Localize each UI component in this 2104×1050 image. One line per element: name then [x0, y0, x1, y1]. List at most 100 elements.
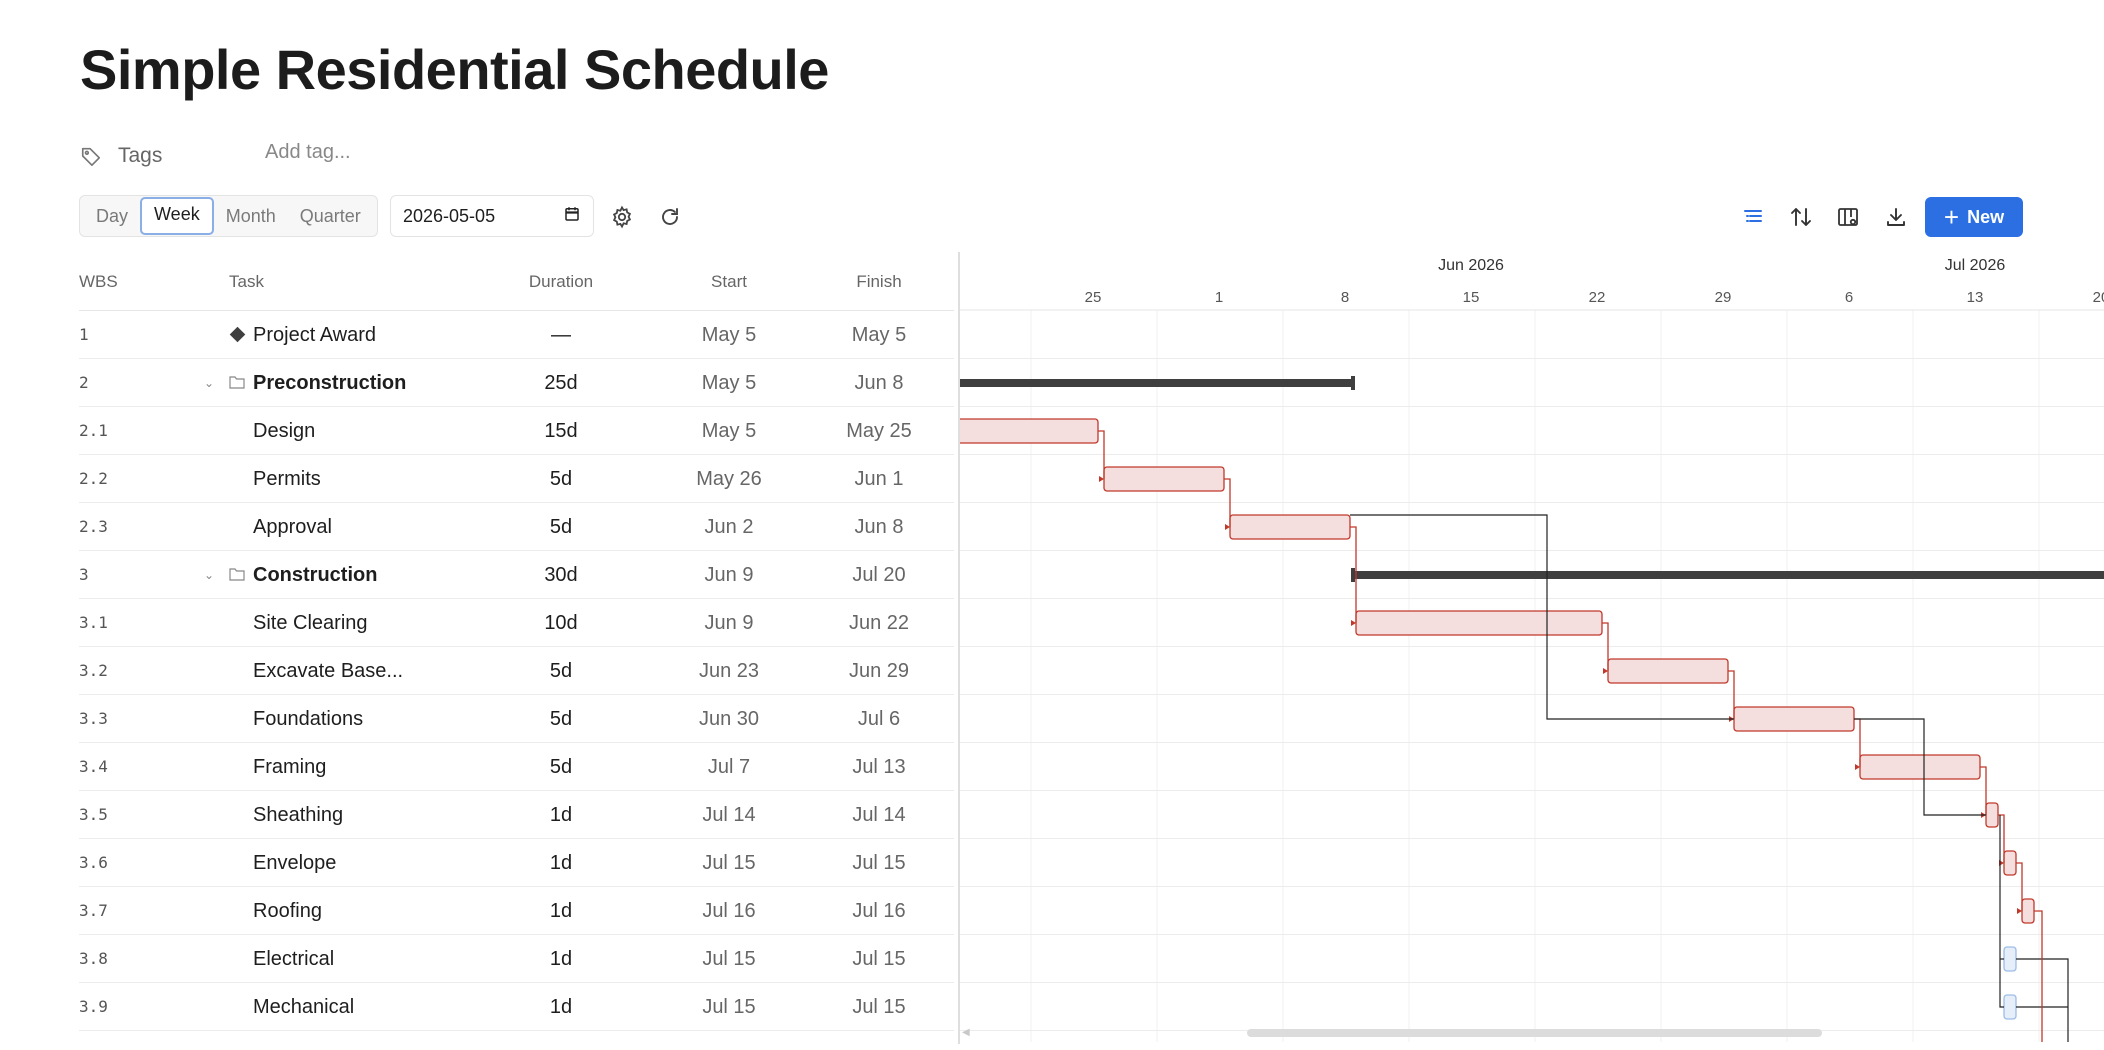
- refresh-icon[interactable]: [655, 202, 685, 232]
- duration-cell: 5d: [549, 756, 573, 778]
- table-row[interactable]: 3.7 Roofing 1d Jul 16 Jul 16: [79, 887, 954, 935]
- milestone-icon: [229, 326, 246, 343]
- duration-cell: 1d: [549, 900, 573, 922]
- task-bar: [960, 418, 1099, 444]
- table-row[interactable]: 3.5 Sheathing 1d Jul 14 Jul 14: [79, 791, 954, 839]
- date-input[interactable]: 2026-05-05: [390, 195, 594, 237]
- task-name-cell[interactable]: Excavate Base...: [253, 660, 404, 682]
- view-quarter-button[interactable]: Quarter: [299, 206, 361, 226]
- duration-cell: 5d: [549, 708, 573, 730]
- finish-cell: May 25: [846, 420, 912, 442]
- month-label: Jul 2026: [1945, 257, 2006, 274]
- task-name-cell[interactable]: Framing: [253, 756, 327, 778]
- wbs-cell: 1: [79, 325, 89, 344]
- finish-cell: Jul 15: [852, 948, 906, 970]
- duration-cell: 1d: [549, 996, 573, 1018]
- view-day-button[interactable]: Day: [96, 206, 129, 226]
- chevron-down-icon[interactable]: ⌄: [203, 568, 215, 582]
- duration-cell: 15d: [544, 420, 578, 442]
- finish-cell: Jul 14: [852, 804, 906, 826]
- dependency-link: [1854, 718, 1986, 816]
- table-row[interactable]: 3 ⌄ Construction 30d Jun 9 Jul 20: [79, 551, 954, 599]
- table-row[interactable]: 3.1 Site Clearing 10d Jun 9 Jun 22: [79, 599, 954, 647]
- pane-divider[interactable]: [958, 252, 960, 1044]
- new-button[interactable]: + New: [1925, 197, 2023, 237]
- columns-settings-icon[interactable]: [1833, 202, 1863, 232]
- task-name-cell[interactable]: Envelope: [253, 852, 337, 874]
- dependency-arrow-icon: [1855, 764, 1860, 770]
- task-name-cell[interactable]: Project Award: [253, 324, 377, 346]
- wbs-cell: 3: [79, 565, 89, 584]
- plus-icon: +: [1943, 202, 1960, 232]
- start-cell: May 5: [701, 372, 757, 394]
- task-name-cell[interactable]: Electrical: [253, 948, 335, 970]
- duration-cell: 5d: [549, 660, 573, 682]
- task-bar: [1103, 466, 1225, 492]
- summary-bar: [1353, 571, 2104, 579]
- dependency-link: [2016, 862, 2023, 911]
- finish-cell: May 5: [851, 324, 907, 346]
- column-header-wbs[interactable]: WBS: [79, 272, 118, 291]
- scroll-left-arrow-icon[interactable]: ◀: [962, 1027, 970, 1038]
- dependency-arrow-icon: [2017, 908, 2022, 914]
- dependency-link: [1999, 815, 2004, 1008]
- table-row[interactable]: 2.1 Design 15d May 5 May 25: [79, 407, 954, 455]
- settings-icon[interactable]: [607, 202, 637, 232]
- table-row[interactable]: 3.3 Foundations 5d Jun 30 Jul 6: [79, 695, 954, 743]
- list-view-icon[interactable]: [1738, 202, 1768, 232]
- table-row[interactable]: 3.6 Envelope 1d Jul 15 Jul 15: [79, 839, 954, 887]
- calendar-icon[interactable]: [563, 205, 581, 228]
- horizontal-scrollbar[interactable]: [1247, 1029, 1822, 1037]
- task-name-cell[interactable]: Preconstruction: [253, 372, 407, 394]
- column-header-start[interactable]: Start: [711, 272, 747, 291]
- task-name-cell[interactable]: Foundations: [253, 708, 364, 730]
- table-row[interactable]: 3.2 Excavate Base... 5d Jun 23 Jun 29: [79, 647, 954, 695]
- duration-cell: —: [551, 324, 571, 346]
- add-tag-input[interactable]: Add tag...: [265, 141, 351, 163]
- view-week-button[interactable]: Week: [140, 197, 214, 235]
- wbs-cell: 3.5: [79, 805, 108, 824]
- table-row[interactable]: 3.8 Electrical 1d Jul 15 Jul 15: [79, 935, 954, 983]
- task-bar: [1985, 802, 1999, 828]
- wbs-cell: 3.2: [79, 661, 108, 680]
- table-row[interactable]: 2.2 Permits 5d May 26 Jun 1: [79, 455, 954, 503]
- column-header-finish[interactable]: Finish: [856, 272, 902, 291]
- table-row[interactable]: 1 Project Award — May 5 May 5: [79, 311, 954, 359]
- task-bar: [1355, 610, 1603, 636]
- table-row[interactable]: 3.4 Framing 5d Jul 7 Jul 13: [79, 743, 954, 791]
- task-name-cell[interactable]: Site Clearing: [253, 612, 368, 634]
- task-name-cell[interactable]: Approval: [253, 516, 332, 538]
- wbs-cell: 3.3: [79, 709, 108, 728]
- wbs-cell: 3.6: [79, 853, 108, 872]
- download-icon[interactable]: [1881, 202, 1911, 232]
- task-name-cell[interactable]: Permits: [253, 468, 321, 490]
- table-row[interactable]: 2.3 Approval 5d Jun 2 Jun 8: [79, 503, 954, 551]
- dependency-link: [1602, 622, 1609, 671]
- dependency-link: [1980, 766, 1987, 815]
- table-row[interactable]: 2 ⌄ Preconstruction 25d May 5 Jun 8: [79, 359, 954, 407]
- duration-cell: 10d: [544, 612, 578, 634]
- tags-row: Tags: [80, 140, 162, 172]
- duration-cell: 1d: [549, 804, 573, 826]
- table-row[interactable]: 3.9 Mechanical 1d Jul 15 Jul 15: [79, 983, 954, 1031]
- start-cell: Jul 16: [702, 900, 756, 922]
- duration-cell: 5d: [549, 516, 573, 538]
- finish-cell: Jun 8: [854, 372, 904, 394]
- folder-icon: [229, 568, 245, 581]
- column-header-duration[interactable]: Duration: [528, 272, 594, 291]
- task-name-cell[interactable]: Design: [253, 420, 316, 442]
- view-month-button[interactable]: Month: [225, 206, 276, 226]
- duration-cell: 5d: [549, 468, 573, 490]
- task-name-cell[interactable]: Sheathing: [253, 804, 344, 826]
- task-name-cell[interactable]: Mechanical: [253, 996, 355, 1018]
- dependency-link: [1098, 430, 1105, 479]
- task-name-cell[interactable]: Roofing: [253, 900, 322, 922]
- task-name-cell[interactable]: Construction: [253, 564, 378, 586]
- wbs-cell: 3.4: [79, 757, 108, 776]
- task-bar: [1859, 754, 1981, 780]
- wbs-cell: 2.2: [79, 469, 108, 488]
- column-header-task[interactable]: Task: [229, 272, 264, 291]
- chevron-down-icon[interactable]: ⌄: [203, 376, 215, 390]
- dependency-link: [1728, 670, 1735, 719]
- sort-icon[interactable]: [1786, 202, 1816, 232]
